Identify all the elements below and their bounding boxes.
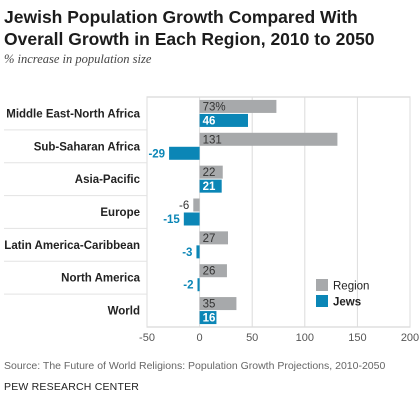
jews-value-label: 16	[203, 313, 216, 325]
source-note: Source: The Future of World Religions: P…	[4, 360, 386, 372]
region-value-label: 35	[203, 299, 216, 311]
region-value-label: 73%	[203, 101, 226, 113]
chart-title: Jewish Population Growth Compared With O…	[4, 7, 375, 49]
legend-swatch	[316, 279, 328, 291]
bars	[169, 99, 338, 325]
region-bar	[193, 198, 200, 212]
chart-subtitle: % increase in population size	[4, 52, 152, 66]
category-label: North America	[61, 273, 140, 285]
jews-value-label: -2	[183, 280, 193, 292]
region-value-label: 22	[203, 167, 216, 179]
jews-bar	[196, 245, 200, 259]
jews-value-label: -3	[182, 247, 192, 259]
jews-bar	[199, 311, 217, 325]
region-value-label: 27	[203, 233, 216, 245]
category-label: Sub-Saharan Africa	[34, 141, 141, 153]
category-label: Middle East-North Africa	[6, 108, 140, 120]
jews-bar	[183, 212, 200, 226]
x-tick-label: 200	[401, 332, 419, 344]
legend-label: Region	[333, 281, 369, 293]
x-tick-label: 150	[348, 332, 366, 344]
jews-value-label: 46	[203, 115, 216, 127]
legend-label: Jews	[333, 297, 361, 309]
legend-swatch	[316, 295, 328, 307]
legend: Region Jews	[316, 279, 369, 309]
jews-bar	[199, 113, 248, 127]
region-bar	[199, 297, 237, 311]
category-label: World	[108, 306, 140, 318]
region-bar	[199, 231, 229, 245]
region-bar	[199, 264, 227, 278]
category-label: Asia-Pacific	[75, 174, 141, 186]
jews-value-label: -15	[163, 214, 180, 226]
organization-name: PEW RESEARCH CENTER	[4, 381, 140, 393]
jews-bar	[169, 146, 200, 160]
jews-bar	[197, 278, 200, 292]
jews-value-label: 21	[203, 181, 216, 193]
gridlines	[4, 96, 411, 328]
region-bar	[199, 165, 223, 179]
region-value-label: 131	[203, 134, 222, 146]
jews-value-label: -29	[148, 148, 165, 160]
plot-frame	[146, 96, 411, 328]
x-tick-label: 0	[197, 332, 203, 344]
region-bar	[199, 99, 277, 113]
x-tick-label: 100	[296, 332, 314, 344]
category-label: Latin America-Caribbean	[4, 240, 140, 252]
x-tick-label: 50	[246, 332, 258, 344]
region-bar	[199, 132, 338, 146]
region-value-label: 26	[203, 266, 216, 278]
region-value-label: -6	[179, 200, 189, 212]
category-label: Europe	[100, 207, 140, 219]
labels: -50 0 50 100 150 200 Middle East-North Africa 7…	[4, 101, 419, 344]
jews-bar	[199, 179, 222, 193]
x-tick-label: -50	[139, 332, 155, 344]
